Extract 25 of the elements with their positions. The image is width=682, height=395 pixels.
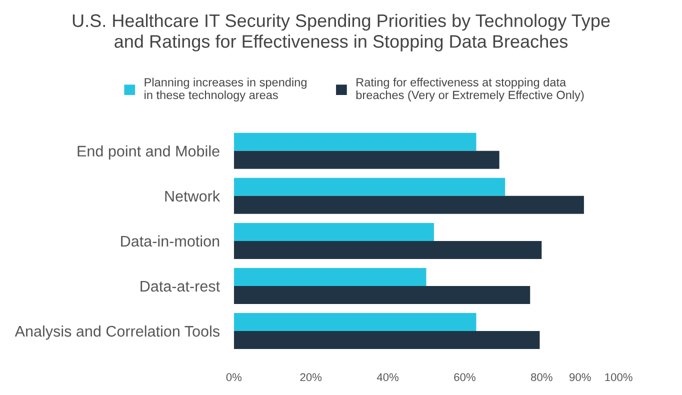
bar	[234, 286, 530, 304]
x-tick-label: 40%	[376, 373, 399, 382]
bar	[234, 331, 540, 350]
x-tick-label: 0%	[226, 373, 242, 382]
y-tick-label: End point and Mobile	[78, 145, 220, 160]
y-tick-label: Data-at-rest	[140, 281, 220, 292]
bar	[234, 196, 584, 214]
bar	[234, 222, 434, 241]
y-tick-label: Data-in-motion	[121, 235, 220, 247]
x-tick-label: 100%	[605, 373, 632, 382]
chart-title: U.S. Healthcare IT Security Spending Priorities by Technology Type and Ratings for Effectiveness in Stopping Data Breaches	[72, 14, 610, 52]
bar	[234, 313, 476, 332]
bar	[234, 150, 500, 169]
y-tick-label: Network	[165, 190, 220, 202]
legend-label: Rating for effectiveness at stopping data breaches (Very or Extremely Effective Only)	[356, 78, 584, 102]
bar	[234, 240, 542, 259]
legend-label: Planning increases in spending in these technology areas	[144, 78, 306, 102]
bar	[234, 178, 506, 196]
x-tick-label: 80%	[531, 373, 552, 382]
x-tick-label: 20%	[300, 373, 322, 382]
x-tick-label: 60%	[454, 373, 476, 382]
y-tick-label: Analysis and Correlation Tools	[14, 325, 220, 340]
bar	[234, 132, 476, 151]
x-tick-label: 90%	[570, 373, 591, 382]
bar	[234, 268, 426, 286]
